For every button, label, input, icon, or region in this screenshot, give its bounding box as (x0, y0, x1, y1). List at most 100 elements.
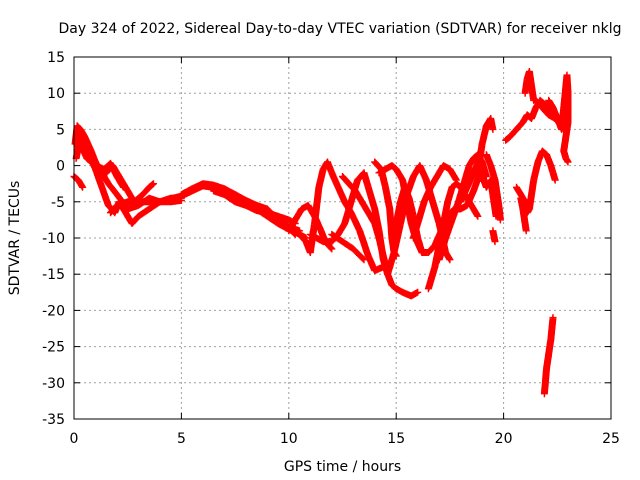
data-point-marker (532, 96, 545, 111)
data-point-marker (502, 133, 513, 144)
data-point-marker (433, 163, 447, 180)
series-track-27 (513, 147, 559, 217)
data-point-marker (446, 256, 454, 264)
x-tick-label: 5 (177, 431, 186, 447)
y-axis-label: SDTVAR / TECUs (7, 181, 23, 296)
data-point-marker (364, 209, 378, 226)
y-tick-label: -35 (42, 412, 65, 428)
series-track-21 (457, 115, 497, 206)
data-point-marker (360, 256, 368, 264)
x-tick-label: 0 (70, 431, 79, 447)
data-point-marker (83, 154, 98, 169)
series-track-17 (388, 183, 426, 256)
data-point-marker (489, 125, 497, 133)
data-point-marker (328, 169, 342, 190)
data-point-marker (442, 217, 456, 242)
data-point-marker (522, 227, 530, 235)
data-point-marker (76, 140, 90, 161)
data-point-marker (334, 183, 348, 205)
series-track-24 (489, 227, 499, 246)
y-tick-label: 5 (56, 122, 65, 138)
data-point-marker (104, 180, 120, 198)
data-point-marker (446, 165, 460, 183)
series-track-23 (482, 151, 504, 224)
data-point-marker (253, 205, 270, 220)
y-tick-label: -20 (42, 303, 65, 319)
data-point-marker (474, 212, 482, 220)
data-point-marker (418, 249, 426, 256)
data-point-marker (188, 180, 206, 193)
data-point-marker (416, 162, 430, 183)
data-point-marker (414, 288, 422, 296)
x-axis-label: GPS time / hours (284, 459, 401, 475)
series-track-31 (532, 96, 570, 133)
data-point-marker (538, 104, 552, 118)
data-point-marker (291, 206, 305, 224)
data-point-marker (220, 191, 238, 205)
series-track-29 (540, 314, 557, 398)
data-point-marker (339, 238, 356, 252)
series-track-13 (328, 230, 368, 264)
data-point-marker (392, 165, 406, 183)
y-tick-label: 0 (56, 159, 65, 175)
data-point-marker (150, 180, 157, 188)
data-point-marker (496, 216, 504, 224)
data-point-marker (429, 198, 443, 226)
data-point-marker (463, 170, 477, 191)
series-track-28 (517, 194, 530, 235)
data-point-marker (73, 122, 84, 132)
series-track-22 (474, 158, 500, 220)
data-marks (70, 68, 572, 398)
data-point-marker (220, 185, 238, 198)
data-point-marker (139, 184, 152, 199)
x-tick-label: 25 (602, 431, 620, 447)
data-point-marker (92, 165, 105, 190)
data-point-marker (356, 227, 372, 259)
data-point-marker (109, 162, 125, 183)
data-point-marker (551, 176, 559, 184)
data-point-marker (296, 230, 309, 245)
y-tick-label: -25 (42, 340, 65, 356)
data-point-marker (549, 314, 557, 322)
data-point-marker (334, 221, 348, 238)
data-point-marker (134, 206, 152, 220)
y-tick-label: -5 (51, 195, 65, 211)
data-point-marker (457, 184, 471, 206)
data-point-marker (371, 158, 384, 172)
data-point-marker (128, 213, 142, 227)
data-point-marker (285, 217, 299, 235)
series-track-14 (339, 173, 422, 300)
data-point-marker (564, 158, 572, 166)
x-tick-label: 20 (495, 431, 513, 447)
y-tick-label: 10 (47, 86, 65, 102)
data-point-marker (424, 264, 438, 293)
data-point-marker (98, 183, 112, 208)
data-point-marker (564, 89, 572, 125)
data-point-marker (242, 198, 259, 212)
data-point-marker (358, 198, 372, 216)
data-point-marker (491, 238, 499, 246)
data-point-marker (339, 173, 352, 187)
data-point-marker (107, 202, 120, 217)
data-point-marker (177, 185, 195, 199)
series-track-18 (409, 162, 460, 242)
data-point-marker (263, 212, 281, 227)
data-point-marker (311, 185, 323, 227)
data-point-marker (448, 199, 462, 224)
y-tick-label: 15 (47, 50, 65, 66)
data-point-marker (551, 115, 565, 129)
data-point-marker (351, 187, 365, 205)
data-point-marker (540, 366, 550, 398)
x-tick-label: 10 (280, 431, 298, 447)
data-point-marker (349, 245, 367, 263)
data-point-marker (467, 201, 481, 219)
series-track-10 (285, 201, 336, 253)
data-point-marker (424, 242, 438, 256)
data-point-marker (117, 176, 131, 194)
data-point-marker (506, 126, 520, 141)
data-point-marker (79, 183, 87, 191)
y-tick-label: -10 (42, 231, 65, 247)
data-point-marker (364, 252, 378, 273)
data-point-marker (98, 169, 112, 187)
